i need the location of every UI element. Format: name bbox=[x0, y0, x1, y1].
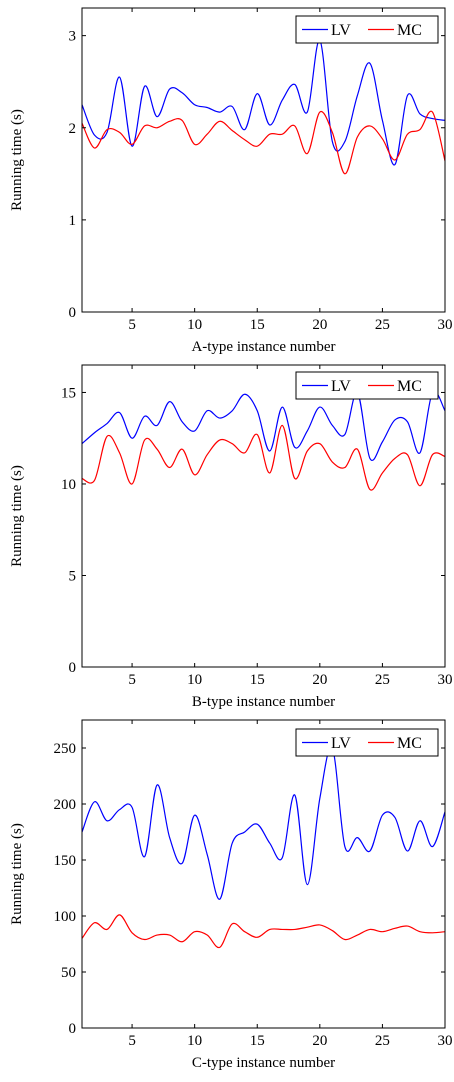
x-axis-label: C-type instance number bbox=[192, 1055, 335, 1071]
plot-frame bbox=[81, 364, 446, 668]
x-tick-label: 15 bbox=[250, 317, 265, 333]
y-tick-label: 0 bbox=[69, 1021, 77, 1037]
legend-label-mc: MC bbox=[397, 22, 422, 39]
y-tick-label: 100 bbox=[54, 909, 77, 925]
legend: LV MC bbox=[295, 371, 439, 400]
chart-3: 5 10 15 20 25 30 0 50 100 150 200 250 C-type instanc… bbox=[9, 719, 453, 1071]
x-axis-label: B-type instance number bbox=[192, 694, 335, 710]
x-tick-label: 30 bbox=[438, 672, 453, 688]
chart-2: 5 10 15 20 25 30 0 5 10 15 B-type instance number R… bbox=[9, 364, 453, 710]
y-axis-label: Running time (s) bbox=[9, 465, 25, 567]
x-tick-label: 20 bbox=[312, 317, 327, 333]
y-tick-label: 10 bbox=[61, 477, 76, 493]
y-tick-label: 0 bbox=[69, 305, 77, 321]
y-tick-label: 3 bbox=[69, 29, 77, 45]
plot-frame bbox=[81, 719, 446, 1029]
y-tick-label: 2 bbox=[69, 121, 77, 137]
x-tick-label: 30 bbox=[438, 317, 453, 333]
x-tick-label: 5 bbox=[128, 1033, 136, 1049]
y-tick-label: 1 bbox=[69, 213, 77, 229]
y-axis-label: Running time (s) bbox=[9, 823, 25, 925]
series-line-lv bbox=[82, 39, 445, 166]
series-line-mc bbox=[82, 914, 445, 949]
x-tick-label: 30 bbox=[438, 1033, 453, 1049]
x-tick-label: 5 bbox=[128, 317, 136, 333]
x-tick-label: 25 bbox=[375, 317, 390, 333]
x-tick-label: 25 bbox=[375, 672, 390, 688]
x-tick-label: 15 bbox=[250, 672, 265, 688]
x-tick-label: 20 bbox=[312, 672, 327, 688]
series-line-lv bbox=[82, 390, 445, 461]
legend: LV MC bbox=[295, 15, 439, 44]
x-tick-label: 10 bbox=[187, 1033, 202, 1049]
legend: LV MC bbox=[295, 728, 439, 757]
y-tick-label: 5 bbox=[69, 568, 77, 584]
y-axis-label: Running time (s) bbox=[9, 109, 25, 211]
legend-label-lv: LV bbox=[331, 22, 351, 39]
y-tick-label: 250 bbox=[54, 741, 77, 757]
legend-label-mc: MC bbox=[397, 735, 422, 752]
series-line-lv bbox=[82, 746, 445, 900]
x-tick-label: 25 bbox=[375, 1033, 390, 1049]
x-axis-label: A-type instance number bbox=[191, 339, 335, 355]
legend-label-lv: LV bbox=[331, 735, 351, 752]
legend-label-mc: MC bbox=[397, 378, 422, 395]
y-tick-label: 150 bbox=[54, 853, 77, 869]
x-tick-label: 10 bbox=[187, 317, 202, 333]
series-line-mc bbox=[82, 110, 445, 175]
y-tick-label: 15 bbox=[61, 385, 76, 401]
y-tick-label: 200 bbox=[54, 797, 77, 813]
x-tick-label: 15 bbox=[250, 1033, 265, 1049]
y-tick-label: 50 bbox=[61, 965, 76, 981]
x-tick-label: 10 bbox=[187, 672, 202, 688]
legend-label-lv: LV bbox=[331, 378, 351, 395]
chart-1: 5 10 15 20 25 30 0 1 2 3 A-type instance number Run… bbox=[9, 7, 453, 355]
y-tick-label: 0 bbox=[69, 660, 77, 676]
series-line-mc bbox=[82, 424, 445, 491]
plot-frame bbox=[81, 7, 446, 313]
x-tick-label: 5 bbox=[128, 672, 136, 688]
x-tick-label: 20 bbox=[312, 1033, 327, 1049]
